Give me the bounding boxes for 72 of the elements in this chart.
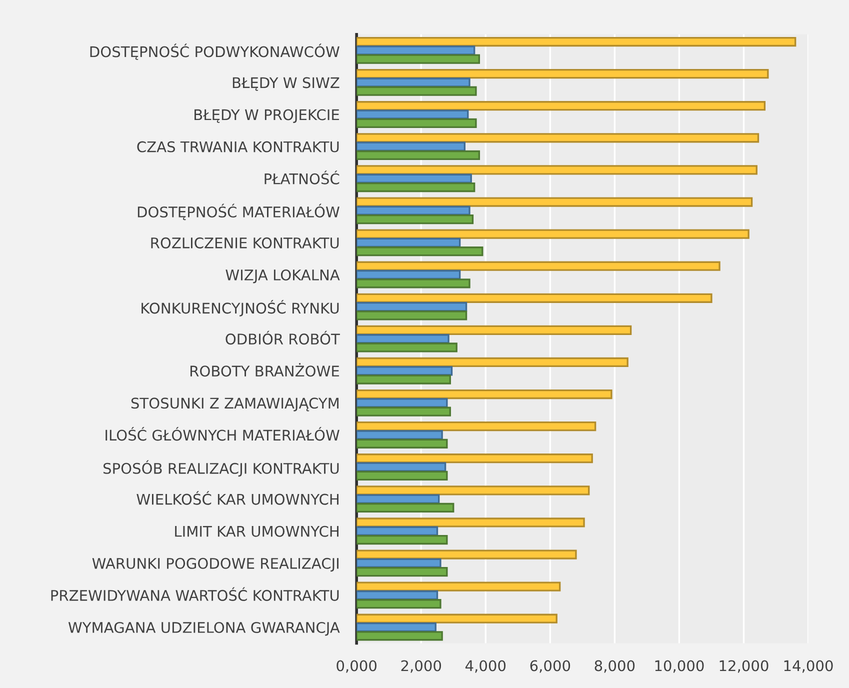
bar: [356, 614, 558, 624]
bar: [356, 46, 476, 56]
bar: [356, 150, 480, 160]
y-tick-label: PŁATNOŚĆ: [264, 170, 340, 184]
bar: [356, 486, 590, 496]
y-tick-label: WYMAGANA UDZIELONA GWARANCJA: [68, 622, 340, 636]
bar: [356, 342, 458, 352]
y-tick-label: PRZEWIDYWANA WARTOŚĆ KONTRAKTU: [51, 587, 339, 601]
bar: [356, 110, 469, 120]
x-tick-label: 10,000: [655, 660, 704, 673]
bar: [356, 142, 466, 152]
y-tick-label: BŁĘDY W PROJEKCIE: [194, 109, 339, 123]
bar: [356, 197, 753, 207]
x-tick-label: 14,000: [784, 660, 833, 673]
bar: [356, 69, 769, 79]
y-tick-label: LIMIT KAR UMOWNYCH: [175, 526, 338, 537]
bar: [356, 582, 561, 592]
bar: [356, 357, 628, 368]
y-tick-label: ROBOTY BRANŻOWE: [190, 363, 339, 377]
bar: [356, 550, 577, 560]
bar: [356, 101, 766, 111]
y-tick-label: DOSTĘPNOŚĆ PODWYKONAWCÓW: [90, 44, 340, 60]
bar: [356, 389, 612, 400]
bar: [356, 374, 451, 384]
y-tick-label: WIZJA LOKALNA: [226, 269, 340, 284]
bar: [356, 599, 442, 609]
y-tick-label: STOSUNKI Z ZAMAWIAJĄCYM: [131, 398, 338, 412]
bar: [356, 325, 632, 336]
bar: [356, 293, 712, 303]
bar: [356, 398, 448, 408]
x-tick-label: 12,000: [720, 660, 768, 673]
x-tick-label: 8,000: [594, 660, 635, 673]
y-tick-label: WARUNKI POGODOWE REALIZACJI: [92, 558, 338, 572]
bar: [356, 502, 454, 513]
bar: [356, 133, 760, 143]
bar: [356, 406, 451, 416]
y-tick-label: ROZLICZENIE KONTRAKTU: [151, 237, 339, 248]
x-tick-label: 6,000: [530, 660, 570, 673]
bar: [356, 118, 477, 128]
bar: [356, 182, 476, 192]
bar: [356, 310, 468, 320]
bar: [356, 54, 480, 64]
bar: [356, 278, 470, 288]
bar: [356, 229, 750, 239]
bar: [356, 86, 477, 96]
bar: [356, 454, 593, 464]
y-tick-label: ILOŚĆ GŁÓWNYCH MATERIAŁÓW: [106, 427, 340, 441]
bar: [356, 430, 443, 440]
bar: [356, 246, 484, 256]
x-tick-label: 4,000: [465, 660, 506, 673]
y-tick-label: DOSTĘPNOŚĆ MATERIAŁÓW: [138, 204, 340, 220]
x-tick-label: 0,000: [336, 660, 376, 673]
bar: [356, 36, 796, 47]
bar: [356, 631, 443, 641]
y-tick-label: BŁĘDY W SIWZ: [232, 77, 340, 91]
x-tick-label: 2,000: [401, 660, 442, 673]
bar: [356, 534, 448, 545]
y-tick-label: WIELKOŚĆ KAR UMOWNYCH: [136, 491, 338, 505]
bar: [356, 165, 758, 175]
bar: [356, 422, 596, 432]
y-tick-label: SPOSÓB REALIZACJI KONTRAKTU: [103, 460, 339, 477]
bar: [356, 438, 448, 448]
bar: [356, 261, 720, 271]
y-tick-label: CZAS TRWANIA KONTRAKTU: [137, 141, 339, 152]
y-tick-label: KONKURENCYJNOŚĆ RYNKU: [142, 300, 339, 316]
bar: [356, 214, 474, 224]
y-tick-label: ODBIÓR ROBÓT: [226, 330, 340, 345]
bar: [356, 462, 446, 472]
bar: [356, 518, 585, 528]
bar: [356, 470, 448, 480]
bar: [356, 567, 448, 577]
bar: [356, 78, 470, 88]
